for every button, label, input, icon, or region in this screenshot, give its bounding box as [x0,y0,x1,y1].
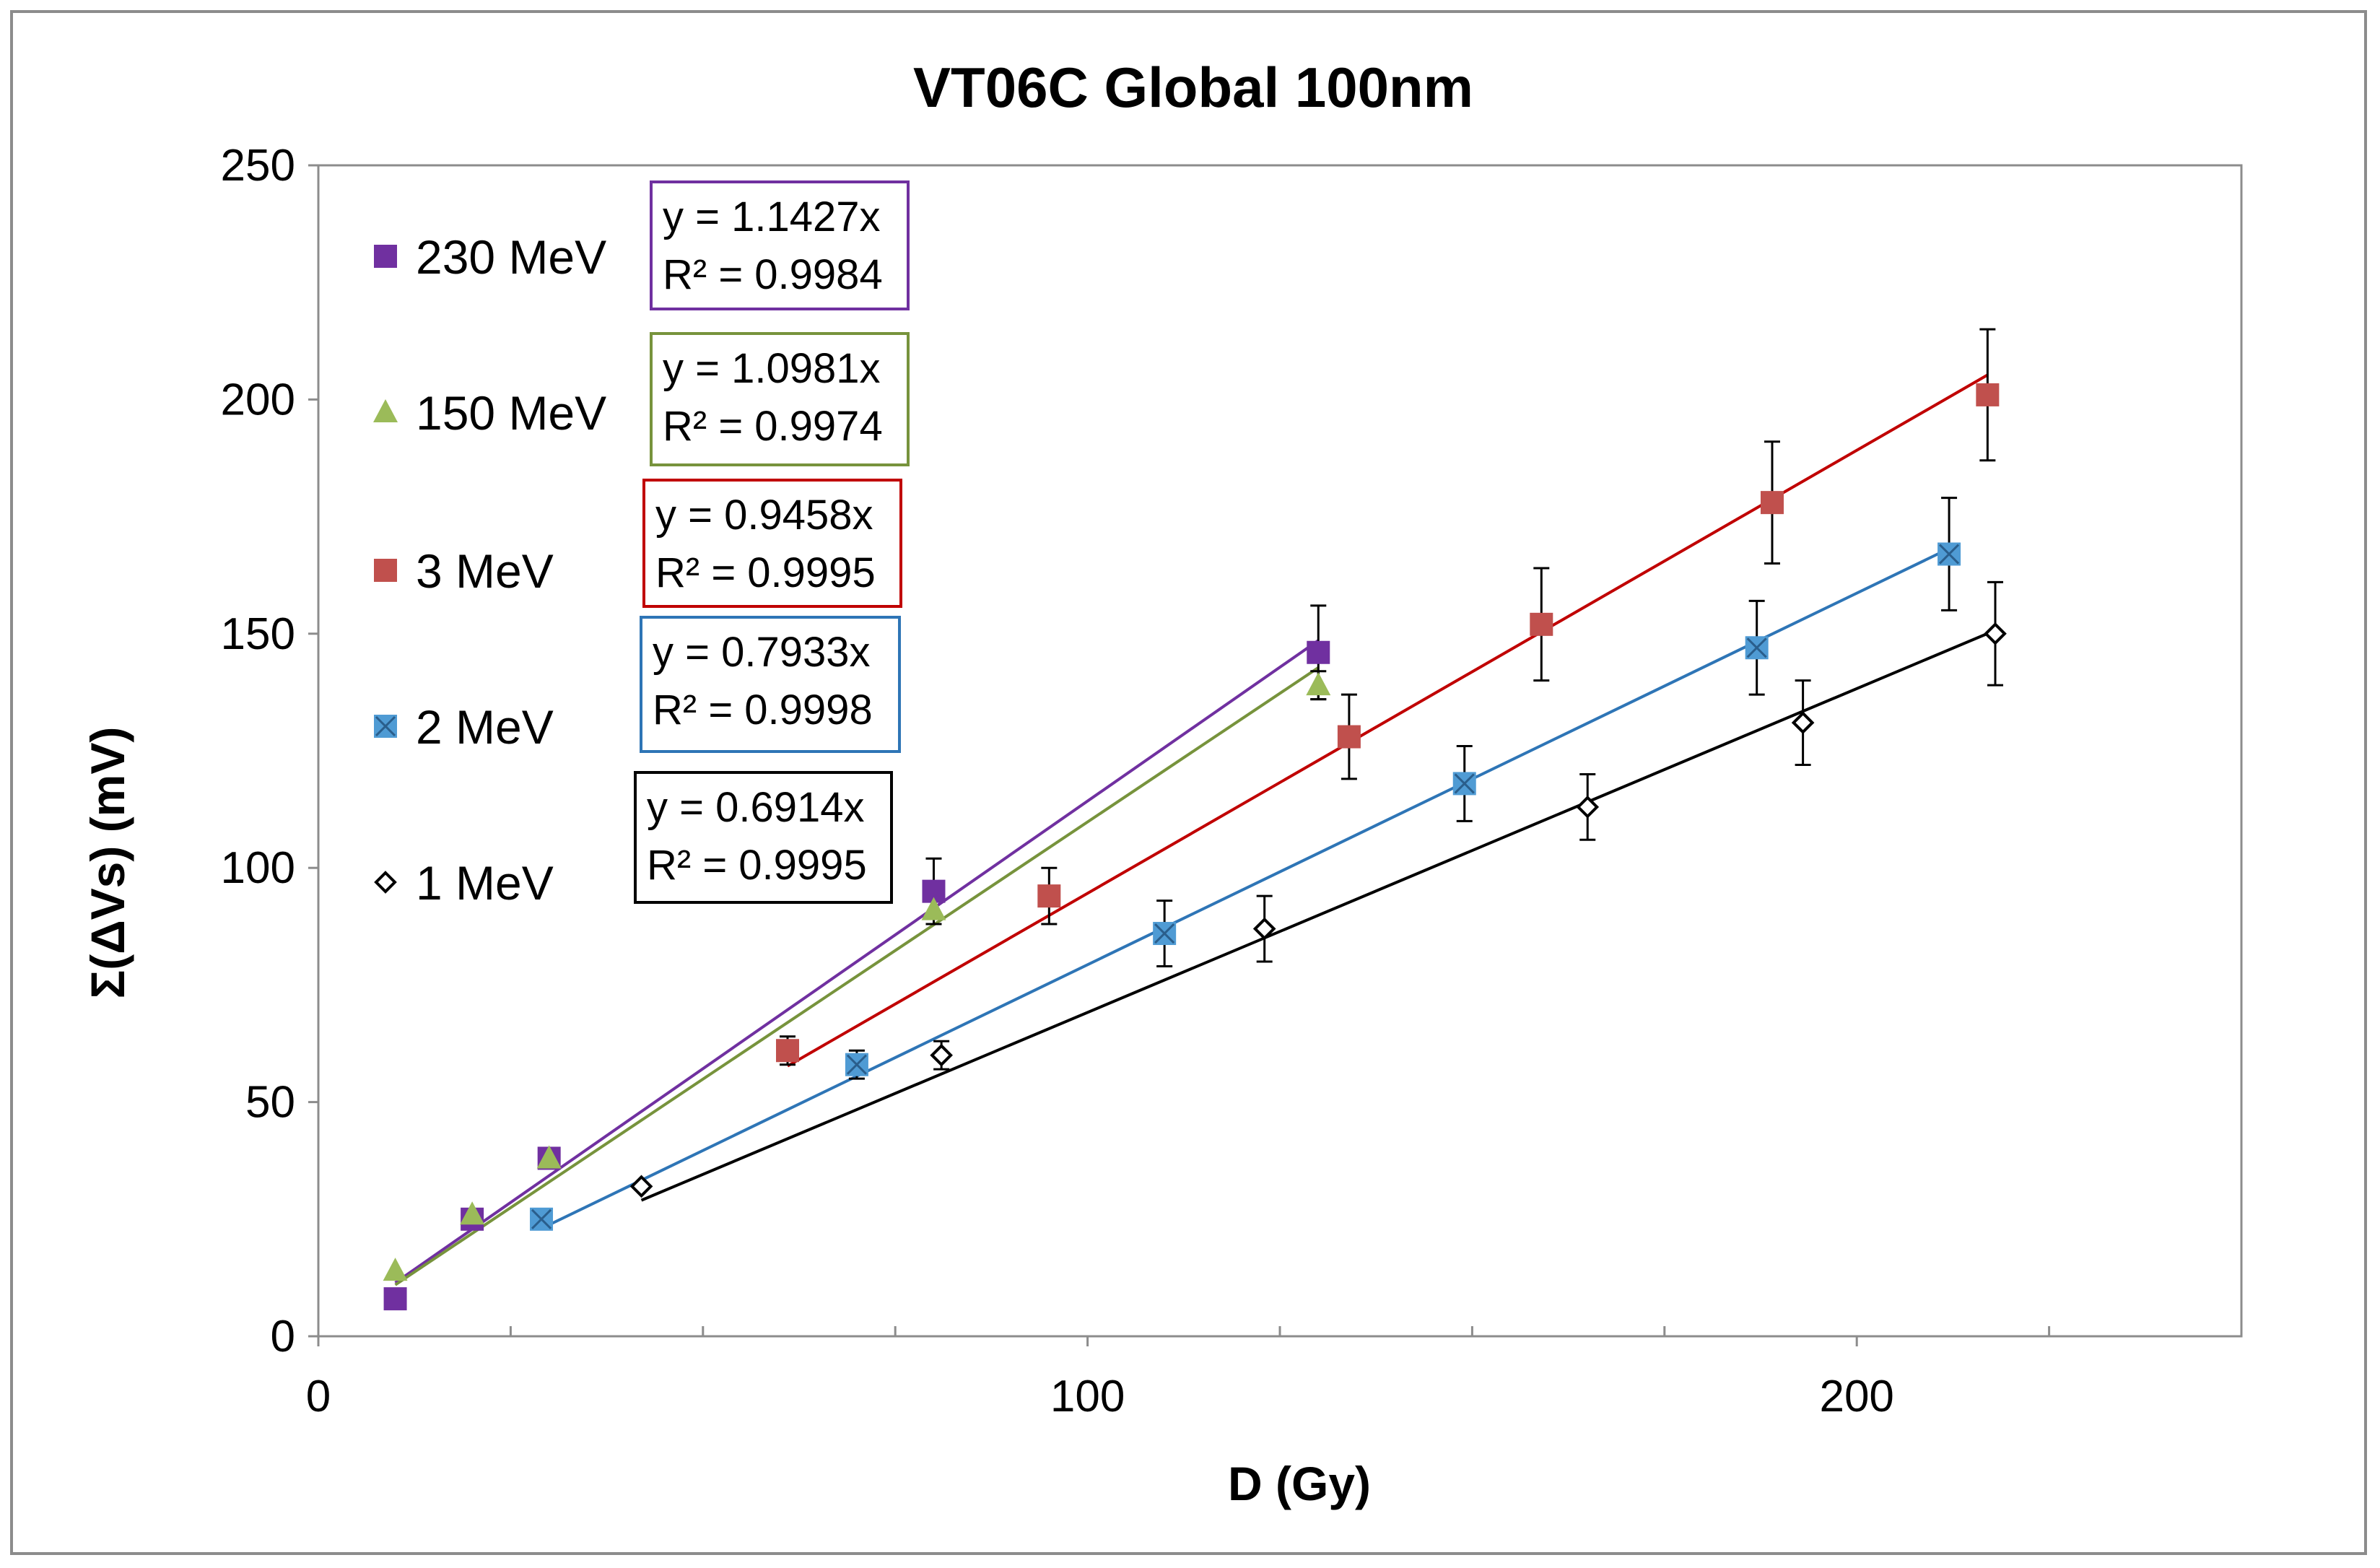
equation-box-150-mev: y = 1.0981x R² = 0.9974 [650,332,910,466]
plot-area-border [317,164,2243,1338]
equation-text-3-mev: y = 0.9458x [655,492,873,539]
trendline-2-mev [541,547,1950,1230]
data-point-2-mev [845,1053,868,1076]
data-point-230-mev [1307,640,1330,664]
data-point-150-mev [921,897,946,920]
y-tick-label: 50 [245,1078,295,1128]
legend-label-2-mev: 2 MeV [416,700,554,754]
data-point-230-mev [383,1287,407,1311]
x-tick-label: 0 [306,1372,331,1421]
data-point-150-mev [1306,672,1331,696]
equation-box-230-mev: y = 1.1427x R² = 0.9984 [650,180,910,310]
trendline-150-mev [394,666,1320,1286]
r-squared-text-150-mev: R² = 0.9974 [663,403,883,450]
equation-text-150-mev: y = 1.0981x [663,345,881,392]
trendline-equations: y = 1.1427x R² = 0.9984 y = 1.0981x R² = 0.… [634,180,910,904]
equation-text-230-mev: y = 1.1427x [663,193,881,240]
data-point-3-mev [1037,884,1061,908]
x-axis-title: D (Gy) [1228,1457,1371,1510]
trendline-3-mev [787,373,1989,1068]
data-point-3-mev [776,1039,800,1063]
data-point-3-mev [1530,612,1553,636]
data-point-3-mev [1976,383,2000,406]
data-point-1-mev [629,1175,653,1198]
y-tick-label: 0 [271,1312,295,1362]
data-point-2-mev [1153,922,1177,946]
equation-text-2-mev: y = 0.7933x [653,629,871,676]
x-tick-label: 200 [1819,1372,1893,1421]
data-point-1-mev [1791,711,1815,734]
data-markers [383,383,2007,1311]
data-point-1-mev [930,1043,953,1067]
legend-label-3-mev: 3 MeV [416,544,554,598]
legend: 230 MeV 150 MeV 3 MeV 2 MeV 1 MeV [373,230,606,910]
r-squared-text-1-mev: R² = 0.9995 [647,842,867,889]
legend-label-230-mev: 230 MeV [416,230,606,284]
equation-box-1-mev: y = 0.6914x R² = 0.9995 [634,771,893,904]
legend-item-150-mev: 150 MeV [373,386,606,440]
data-point-2-mev [530,1207,554,1231]
y-tick-label: 200 [221,375,295,424]
legend-item-1-mev: 1 MeV [374,856,554,910]
y-axis-title: Σ(ΔVs) (mV) [81,727,134,999]
data-point-150-mev [383,1258,408,1281]
y-tick-label: 100 [221,843,295,893]
data-point-3-mev [1337,725,1361,749]
legend-label-150-mev: 150 MeV [416,386,606,440]
x-tick-label: 100 [1050,1372,1125,1421]
data-point-1-mev [1576,796,1600,819]
trendlines [394,373,1996,1286]
y-tick-label: 250 [221,141,295,191]
data-point-1-mev [1984,622,2007,645]
r-squared-text-230-mev: R² = 0.9984 [663,251,883,298]
legend-marker-150-mev [373,399,398,422]
data-point-1-mev [1252,917,1276,941]
axes: 0 50 100 150 200 250 0 100 200 [221,141,2243,1421]
legend-marker-1-mev [374,871,397,894]
data-point-2-mev [1745,636,1769,660]
data-point-2-mev [1452,772,1476,796]
legend-marker-2-mev [374,715,397,738]
y-tick-label: 150 [221,609,295,659]
data-point-3-mev [1760,491,1784,515]
data-point-150-mev [536,1145,562,1169]
data-point-150-mev [460,1201,485,1225]
equation-box-2-mev: y = 0.7933x R² = 0.9998 [640,616,901,753]
r-squared-text-3-mev: R² = 0.9995 [655,549,876,596]
legend-marker-230-mev [374,245,397,268]
equation-text-1-mev: y = 0.6914x [647,784,865,831]
legend-item-2-mev: 2 MeV [374,700,554,754]
chart-title: VT06C Global 100nm [913,56,1473,119]
trendline-230-mev [394,639,1320,1284]
data-point-2-mev [1937,542,1961,566]
r-squared-text-2-mev: R² = 0.9998 [653,687,873,733]
legend-item-230-mev: 230 MeV [374,230,606,284]
trendline-1-mev [640,629,1996,1202]
legend-label-1-mev: 1 MeV [416,856,554,910]
legend-marker-3-mev [374,559,397,582]
equation-box-3-mev: y = 0.9458x R² = 0.9995 [642,479,902,608]
legend-item-3-mev: 3 MeV [374,544,554,598]
